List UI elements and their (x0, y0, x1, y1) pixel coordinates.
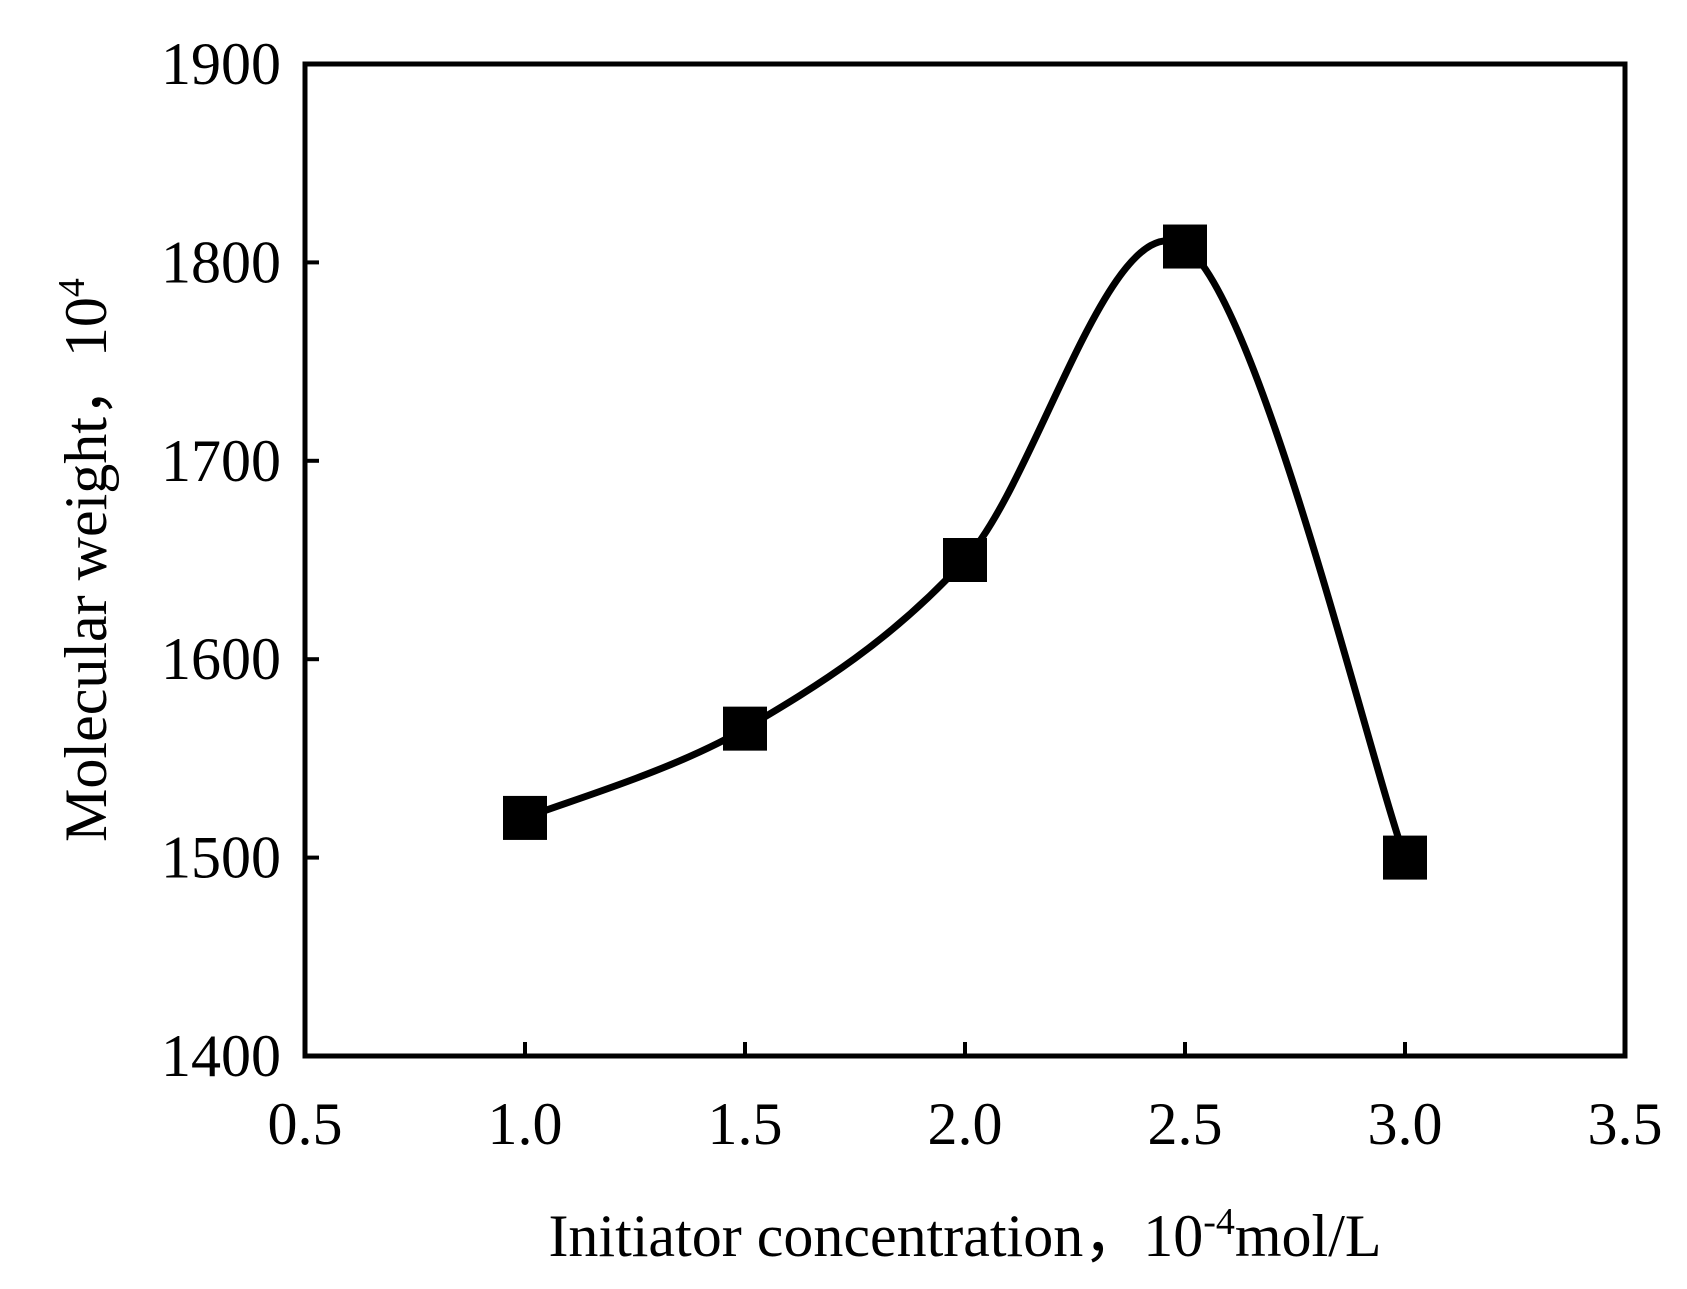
y-tick-label: 1500 (161, 825, 281, 891)
y-tick-label: 1700 (161, 428, 281, 494)
x-axis-title: Initiator concentration，10-4mol/L (548, 1201, 1381, 1269)
data-point-marker (503, 795, 547, 840)
x-tick-label: 3.0 (1368, 1091, 1443, 1157)
x-tick-label: 2.5 (1148, 1091, 1223, 1157)
y-axis-ticks: 1400 1500 1600 1700 1800 1900 (161, 31, 319, 1089)
y-axis-title: Molecular weight，104 (51, 278, 119, 842)
x-tick-label: 2.0 (928, 1091, 1003, 1157)
series-markers (503, 224, 1427, 880)
series-curve (521, 237, 1409, 862)
data-point-marker (1383, 835, 1427, 880)
x-axis-ticks: 0.5 1.0 1.5 2.0 2.5 3.0 3.5 (268, 1042, 1663, 1157)
x-tick-label: 1.0 (488, 1091, 563, 1157)
y-tick-label: 1600 (161, 626, 281, 692)
y-tick-label: 1800 (161, 229, 281, 295)
y-tick-label: 1400 (161, 1023, 281, 1089)
y-tick-label: 1900 (161, 31, 281, 97)
x-tick-label: 3.5 (1588, 1091, 1663, 1157)
data-point-marker (943, 538, 987, 582)
data-point-marker (723, 706, 767, 751)
x-tick-label: 0.5 (268, 1091, 343, 1157)
x-tick-label: 1.5 (708, 1091, 783, 1157)
data-point-marker (1163, 224, 1207, 269)
